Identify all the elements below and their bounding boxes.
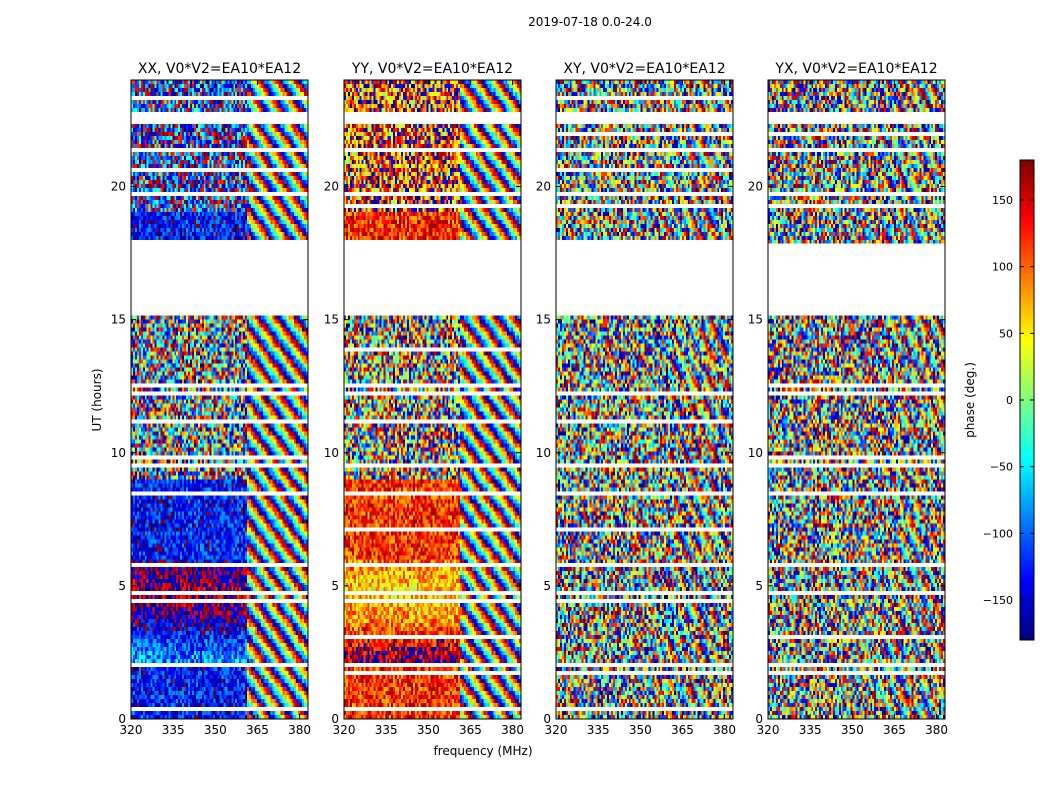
colorbar-label: phase (deg.) — [963, 362, 977, 438]
y-tick-label: 5 — [118, 579, 126, 593]
y-tick-label: 15 — [748, 313, 763, 327]
panel-frame — [555, 79, 734, 720]
panel-frame — [767, 79, 946, 720]
panel-frame — [343, 79, 522, 720]
y-tick-label: 5 — [543, 579, 551, 593]
colorbar-tick-label: 100 — [992, 261, 1013, 274]
y-tick-label: 0 — [755, 712, 763, 726]
y-tick-label: 20 — [748, 180, 763, 194]
panel-xx: XX, V0*V2=EA10*EA12 320 335 350 365 380 0 5 10 15… — [111, 61, 311, 737]
figure-suptitle: 2019-07-18 0.0-24.0 — [528, 15, 652, 29]
colorbar-tick-label: −100 — [983, 527, 1013, 540]
y-tick-label: 10 — [111, 446, 126, 460]
y-tick-label: 10 — [536, 446, 551, 460]
panel-title: XX, V0*V2=EA10*EA12 — [138, 61, 301, 77]
x-tick-label: 335 — [799, 723, 822, 737]
x-tick-label: 350 — [841, 723, 864, 737]
x-tick-label: 380 — [925, 723, 948, 737]
phase-image-yy — [344, 80, 521, 719]
y-tick-label: 15 — [324, 313, 339, 327]
x-tick-label: 365 — [883, 723, 906, 737]
x-tick-label: 335 — [587, 723, 610, 737]
x-tick-label: 320 — [545, 723, 568, 737]
panel-yy: YY, V0*V2=EA10*EA12 320 335 350 365 380 0 5 10 15… — [324, 61, 524, 737]
x-tick-label: 365 — [459, 723, 482, 737]
y-axis-label: UT (hours) — [90, 368, 104, 431]
colorbar-tick-label: 0 — [1006, 394, 1013, 407]
panels-group: XX, V0*V2=EA10*EA12 320 335 350 365 380 0 5 10 15… — [111, 61, 948, 737]
phase-image-xy — [556, 80, 733, 719]
x-tick-label: 350 — [204, 723, 227, 737]
x-tick-label: 380 — [501, 723, 524, 737]
x-tick-label: 335 — [162, 723, 185, 737]
panel-frame — [130, 79, 309, 720]
colorbar-tick-label: 50 — [999, 327, 1013, 340]
panel-yx: YX, V0*V2=EA10*EA12 320 335 350 365 380 0 5 10 15… — [748, 61, 948, 737]
y-tick-label: 20 — [536, 180, 551, 194]
panel-title: XY, V0*V2=EA10*EA12 — [563, 61, 725, 77]
colorbar: 150 100 50 0 −50 −100 −150 — [983, 159, 1035, 641]
y-tick-label: 0 — [331, 712, 339, 726]
y-tick-label: 10 — [748, 446, 763, 460]
x-tick-label: 320 — [333, 723, 356, 737]
x-tick-label: 365 — [246, 723, 269, 737]
y-tick-label: 15 — [111, 313, 126, 327]
y-tick-label: 20 — [111, 180, 126, 194]
x-tick-label: 380 — [288, 723, 311, 737]
x-axis-label: frequency (MHz) — [433, 744, 532, 758]
x-tick-label: 320 — [757, 723, 780, 737]
panel-title: YX, V0*V2=EA10*EA12 — [774, 61, 937, 77]
y-tick-label: 10 — [324, 446, 339, 460]
x-tick-label: 365 — [671, 723, 694, 737]
y-tick-label: 20 — [324, 180, 339, 194]
colorbar-tick-label: −150 — [983, 594, 1013, 607]
x-tick-label: 380 — [713, 723, 736, 737]
colorbar-tick-label: −50 — [990, 461, 1013, 474]
phase-image-yx — [768, 80, 945, 719]
colorbar-tick-label: 150 — [992, 194, 1013, 207]
x-tick-label: 320 — [120, 723, 143, 737]
panel-title: YY, V0*V2=EA10*EA12 — [351, 61, 513, 77]
x-tick-label: 335 — [375, 723, 398, 737]
x-tick-label: 350 — [417, 723, 440, 737]
y-tick-label: 5 — [331, 579, 339, 593]
y-tick-label: 15 — [536, 313, 551, 327]
panel-xy: XY, V0*V2=EA10*EA12 320 335 350 365 380 0 5 10 15… — [536, 61, 736, 737]
phase-image-xx — [131, 80, 308, 719]
x-tick-label: 350 — [629, 723, 652, 737]
y-tick-label: 5 — [755, 579, 763, 593]
y-tick-label: 0 — [118, 712, 126, 726]
y-tick-label: 0 — [543, 712, 551, 726]
